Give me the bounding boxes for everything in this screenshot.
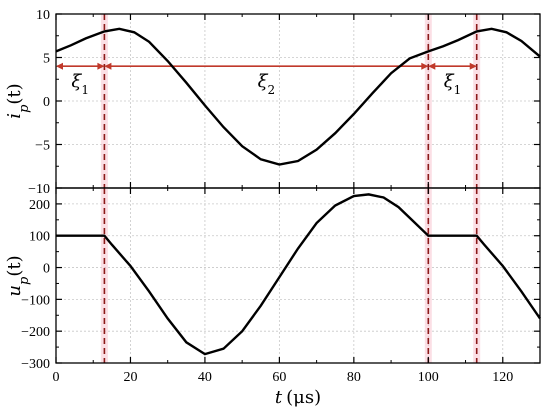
arrow-head-right — [421, 62, 429, 70]
interval-label: ξ1 — [444, 71, 462, 97]
x-tick-label: 20 — [123, 370, 137, 385]
x-tick-label: 40 — [198, 370, 212, 385]
y-tick-label: −300 — [21, 357, 50, 372]
marker-band — [100, 14, 108, 188]
bottom-markers — [100, 188, 481, 363]
interval-label: ξ2 — [258, 71, 276, 97]
arrow-head-left — [56, 62, 63, 70]
arrow-head-left — [428, 62, 436, 70]
arrow-head-right — [97, 62, 105, 70]
top-panel: ξ1 ξ2 ξ1 −10 −5 0 5 10 ip(t) — [4, 8, 541, 197]
x-tick-label: 120 — [492, 370, 513, 385]
y-tick-label: 0 — [43, 262, 50, 277]
interval-label: ξ1 — [71, 71, 89, 97]
y-tick-label: 200 — [29, 198, 50, 213]
xlabel: t (μs) — [275, 387, 321, 408]
bottom-grid — [56, 188, 540, 363]
top-series-line — [55, 27, 541, 166]
y-tick-label: −200 — [21, 325, 50, 340]
marker-band — [473, 14, 481, 188]
top-markers — [100, 14, 481, 188]
x-tick-label: 100 — [418, 370, 439, 385]
marker-band — [424, 188, 432, 363]
bottom-ylabel: up(t) — [4, 255, 32, 296]
bottom-panel: −300 −200 −100 0 100 200 0 20 40 60 80 100 120 up(t)… — [4, 187, 541, 408]
arrow-head-right — [469, 62, 477, 70]
top-ticks: −10 −5 0 5 10 — [28, 8, 540, 197]
top-ylabel: ip(t) — [4, 83, 32, 118]
marker-band — [100, 188, 108, 363]
y-tick-label: −10 — [28, 182, 50, 197]
bottom-series-line — [56, 193, 541, 356]
arrow-head-left — [104, 62, 112, 70]
top-annotations: ξ1 ξ2 ξ1 — [71, 71, 461, 97]
y-tick-label: 100 — [29, 230, 50, 245]
top-arrows — [56, 62, 477, 70]
x-tick-label: 0 — [53, 370, 60, 385]
x-tick-label: 60 — [272, 370, 286, 385]
y-tick-label: 10 — [36, 8, 50, 23]
bottom-panel-frame — [55, 187, 541, 364]
y-tick-label: −100 — [21, 293, 50, 308]
bottom-ticks: −300 −200 −100 0 100 200 0 20 40 60 80 100 120 — [21, 188, 540, 385]
y-tick-label: 5 — [43, 52, 50, 67]
x-tick-label: 80 — [347, 370, 361, 385]
marker-band — [424, 14, 432, 188]
y-tick-label: −5 — [35, 139, 50, 154]
y-tick-label: 0 — [43, 95, 50, 110]
marker-band — [473, 188, 481, 363]
